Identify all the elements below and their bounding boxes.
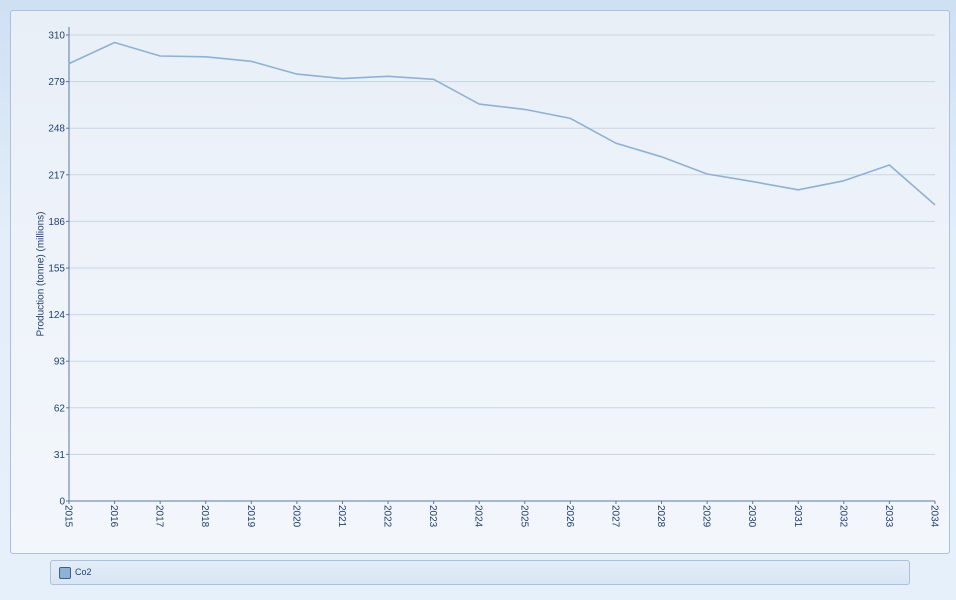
y-tick-label: 124 [48, 310, 65, 321]
x-tick-label: 2026 [564, 505, 575, 528]
x-tick-label: 2019 [245, 505, 256, 528]
x-tick-label: 2020 [290, 505, 301, 528]
x-tick-label: 2022 [382, 505, 393, 528]
x-tick-label: 2017 [154, 505, 165, 528]
x-tick-label: 2030 [746, 505, 757, 528]
x-tick-label: 2016 [108, 505, 119, 528]
x-tick-label: 2033 [883, 505, 894, 528]
line-chart: 0 31 62 93 124 155 186 217 248 279 310 2015 2016 2017… [48, 27, 940, 528]
y-tick-label: 186 [48, 217, 65, 228]
x-tick-label: 2015 [63, 505, 74, 528]
legend-label-co2: Co2 [75, 567, 92, 577]
x-tick-label: 2029 [701, 505, 712, 528]
x-tick-label: 2027 [609, 505, 620, 528]
x-tick-label: 2023 [427, 505, 438, 528]
x-tick-label: 2024 [473, 505, 484, 528]
y-tick-label: 310 [48, 31, 65, 42]
x-tick-label: 2021 [336, 505, 347, 528]
y-tick-label: 31 [54, 450, 66, 461]
y-tick-label: 62 [54, 403, 66, 414]
y-tick-label: 279 [48, 77, 65, 88]
y-tick-label: 217 [48, 170, 65, 181]
y-tick-label: 248 [48, 124, 65, 135]
legend-swatch-co2 [59, 567, 71, 579]
x-tick-label: 2018 [199, 505, 210, 528]
x-tick-label: 2034 [929, 505, 940, 528]
series-line-co2 [68, 41, 936, 206]
x-tick-label: 2028 [655, 505, 666, 528]
x-tick-label: 2031 [792, 505, 803, 528]
legend: Co2 [50, 560, 910, 585]
y-tick-label: 93 [54, 357, 66, 368]
x-tick-label: 2025 [518, 505, 529, 528]
y-axis-label: Production (tonne) (millions) [35, 211, 47, 337]
y-tick-label: 0 [59, 497, 65, 508]
x-tick-label: 2032 [837, 505, 848, 528]
y-tick-label: 155 [48, 264, 65, 275]
chart-panel: 0 31 62 93 124 155 186 217 248 279 310 2015 2016 2017… [10, 10, 950, 554]
